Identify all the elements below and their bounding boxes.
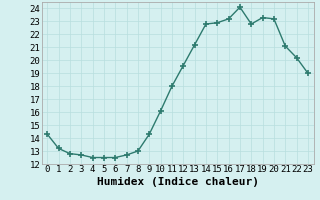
X-axis label: Humidex (Indice chaleur): Humidex (Indice chaleur) xyxy=(97,177,259,187)
